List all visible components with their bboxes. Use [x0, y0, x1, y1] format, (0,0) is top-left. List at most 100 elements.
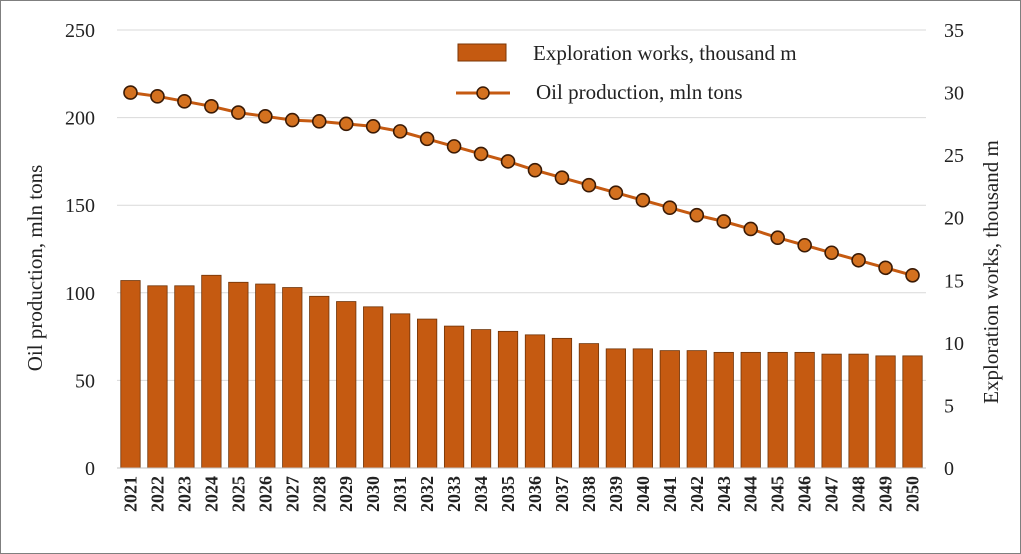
line-point — [365, 119, 381, 134]
bar — [228, 281, 249, 469]
bar — [659, 350, 680, 469]
legend: Exploration works, thousand m Oil produc… — [456, 41, 797, 104]
line-point — [204, 99, 219, 114]
legend-label-line: Oil production, mln tons — [536, 80, 743, 104]
right-tick-label: 20 — [944, 208, 964, 230]
left-tick-label: 250 — [65, 20, 95, 42]
bar — [363, 306, 384, 469]
line-point — [554, 170, 570, 185]
x-tick-label: 2026 — [255, 476, 275, 512]
line-point — [608, 185, 624, 200]
bar — [524, 334, 546, 469]
x-tick-label: 2028 — [309, 476, 329, 512]
x-tick-label: 2027 — [282, 476, 302, 512]
left-axis-title: Oil production, mln tons — [23, 165, 47, 372]
line-point — [231, 105, 246, 120]
bar — [255, 283, 276, 469]
line-point — [716, 214, 732, 229]
right-tick-label: 15 — [944, 270, 964, 292]
bar-series — [120, 274, 923, 469]
x-tick-label: 2037 — [552, 476, 572, 512]
x-tick-label: 2030 — [363, 476, 383, 512]
line-point — [284, 112, 300, 128]
line-point — [500, 154, 516, 169]
x-tick-label: 2047 — [822, 476, 842, 512]
left-tick-label: 0 — [85, 458, 95, 480]
line-point — [419, 131, 435, 147]
bar — [309, 295, 330, 469]
line-point — [851, 252, 866, 268]
x-tick-label: 2022 — [147, 476, 167, 512]
oil-production-line — [130, 91, 913, 277]
x-tick-label: 2044 — [741, 476, 761, 512]
bar — [794, 351, 815, 469]
bar — [605, 348, 626, 469]
x-tick-label: 2036 — [525, 476, 545, 512]
bar — [417, 318, 438, 469]
line-series — [123, 85, 920, 283]
x-tick-label: 2046 — [795, 476, 815, 512]
x-tick-label: 2031 — [390, 476, 410, 512]
x-tick-label: 2034 — [471, 476, 491, 512]
bar — [174, 285, 195, 469]
x-tick-label: 2025 — [228, 476, 248, 512]
line-point — [770, 230, 785, 246]
bar — [120, 280, 141, 469]
bar — [578, 343, 600, 469]
x-tick-label: 2042 — [687, 476, 707, 512]
x-tick-label: 2045 — [768, 476, 788, 512]
left-tick-label: 150 — [65, 195, 95, 217]
x-tick-label: 2039 — [606, 476, 626, 512]
bar — [390, 313, 411, 469]
bar — [632, 348, 653, 469]
x-tick-label: 2029 — [336, 476, 356, 512]
x-tick-label: 2040 — [633, 476, 653, 512]
line-point — [662, 200, 678, 216]
bar — [713, 351, 734, 469]
bar — [551, 337, 573, 469]
bar — [875, 355, 896, 469]
line-point — [392, 124, 408, 139]
right-tick-label: 30 — [944, 83, 964, 105]
bar — [848, 353, 869, 469]
line-point — [446, 139, 462, 154]
line-point — [797, 237, 812, 253]
left-tick-label: 50 — [75, 370, 95, 392]
right-tick-label: 5 — [944, 395, 954, 417]
x-tick-label: 2043 — [714, 476, 734, 512]
bar — [497, 330, 519, 469]
bar — [470, 329, 492, 469]
x-tick-label: 2049 — [876, 476, 896, 512]
left-tick-label: 200 — [65, 108, 95, 130]
legend-swatch-bars — [457, 43, 507, 62]
line-point — [311, 114, 327, 129]
line-point — [527, 162, 543, 178]
line-point — [581, 177, 597, 193]
line-point — [635, 192, 651, 208]
right-tick-label: 35 — [944, 20, 964, 42]
bar — [767, 351, 788, 469]
legend-marker-sample — [476, 86, 490, 100]
bar — [201, 274, 222, 469]
line-point — [177, 94, 192, 109]
line-point — [338, 116, 354, 132]
line-point — [258, 109, 273, 124]
bar — [740, 351, 761, 469]
x-tick-label: 2041 — [660, 476, 680, 512]
x-tick-label: 2033 — [444, 476, 464, 512]
line-point — [123, 85, 138, 100]
x-tick-label: 2032 — [417, 476, 437, 512]
x-tick-label: 2023 — [174, 476, 194, 512]
right-tick-label: 10 — [944, 333, 964, 355]
right-axis-title: Exploration works, thousand m — [979, 140, 1003, 404]
bar — [147, 285, 168, 469]
bar — [821, 353, 842, 469]
line-point — [473, 146, 489, 162]
bar — [443, 325, 465, 469]
line-point — [878, 260, 893, 276]
bar — [686, 350, 707, 469]
x-tick-label: 2035 — [498, 476, 518, 512]
legend-label-bars: Exploration works, thousand m — [533, 41, 797, 65]
gridlines — [117, 29, 926, 381]
